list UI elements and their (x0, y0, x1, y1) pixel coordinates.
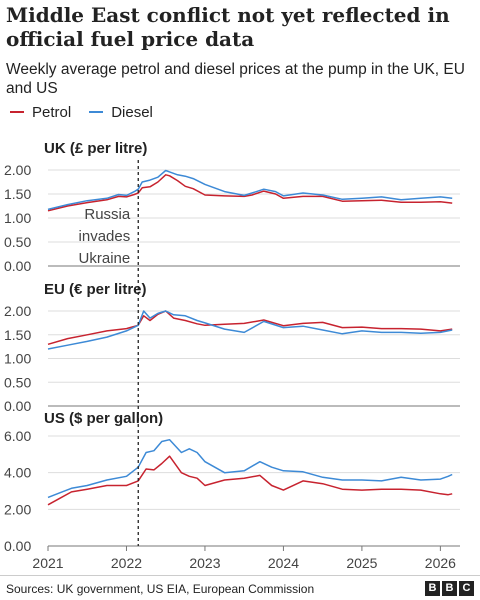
panel-title: EU (€ per litre) (44, 281, 147, 298)
legend-item-diesel: Diesel (89, 104, 153, 121)
x-tick-label: 2025 (346, 555, 377, 571)
chart-subtitle: Weekly average petrol and diesel prices … (6, 61, 465, 97)
series-line-diesel (47, 169, 453, 211)
y-tick-label: 1.00 (4, 351, 31, 367)
y-tick-label: 1.50 (4, 186, 31, 202)
legend-label-petrol: Petrol (32, 103, 72, 121)
source-note: Sources: UK government, US EIA, European… (6, 582, 315, 596)
legend-swatch-petrol (10, 111, 24, 113)
y-tick-label: 0.00 (4, 538, 31, 554)
x-tick-label: 2024 (268, 555, 299, 571)
y-tick-label: 1.50 (4, 327, 31, 343)
y-tick-label: 0.50 (4, 374, 31, 390)
y-tick-label: 6.00 (4, 428, 31, 444)
logo-letter: B (442, 581, 457, 596)
footer: Sources: UK government, US EIA, European… (0, 575, 480, 600)
x-tick-label: 2023 (189, 555, 220, 571)
x-tick-label: 2026 (425, 555, 456, 571)
annotation-label: Russia (84, 206, 131, 223)
chart-svg: UK (£ per litre) 0.00 0.50 1.00 1.50 2.00 Russ… (4, 140, 460, 571)
logo-letter: B (425, 581, 440, 596)
bbc-logo: B B C (423, 581, 474, 596)
series-line-diesel (47, 310, 453, 350)
y-tick-label: 1.00 (4, 210, 31, 226)
y-tick-label: 4.00 (4, 465, 31, 481)
logo-letter: C (459, 581, 474, 596)
chart-title: Middle East conflict not yet reflected i… (6, 3, 450, 51)
series-line-diesel (47, 438, 453, 499)
y-tick-label: 0.00 (4, 398, 31, 414)
y-tick-label: 2.00 (4, 162, 31, 178)
series-line-petrol (47, 310, 453, 346)
legend-label-diesel: Diesel (111, 103, 153, 121)
panel-title: US ($ per gallon) (44, 410, 163, 427)
panel-title: UK (£ per litre) (44, 140, 147, 157)
y-tick-label: 2.00 (4, 501, 31, 517)
x-tick-label: 2022 (111, 555, 142, 571)
series-line-petrol (47, 174, 453, 212)
y-tick-label: 0.00 (4, 258, 31, 274)
y-tick-label: 2.00 (4, 303, 31, 319)
annotation-label: Ukraine (79, 250, 131, 267)
series-line-petrol (47, 455, 453, 506)
legend-swatch-diesel (89, 111, 104, 113)
y-tick-label: 0.50 (4, 234, 31, 250)
x-tick-label: 2021 (32, 555, 63, 571)
legend-item-petrol: Petrol (10, 104, 71, 121)
legend: Petrol Diesel (10, 102, 171, 122)
annotation-label: invades (79, 228, 131, 245)
